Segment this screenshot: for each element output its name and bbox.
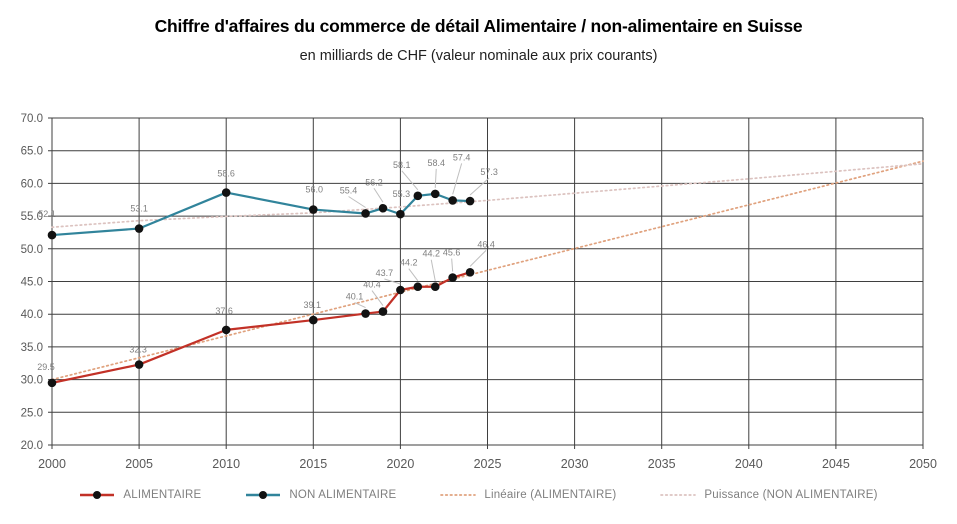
label-leader-line: [384, 278, 401, 285]
x-tick-label: 2030: [561, 457, 589, 471]
data-point-non-alimentaire: [221, 188, 231, 197]
legend-item-alimentaire: ALIMENTAIRE: [79, 489, 201, 501]
data-point-alimentaire: [361, 309, 370, 318]
series-line-alimentaire: [50, 271, 472, 384]
legend-item-puissance-non-alimentaire: Puissance (NON ALIMENTAIRE): [660, 489, 877, 501]
data-point-non-alimentaire: [396, 209, 405, 219]
y-tick-label: 25.0: [21, 407, 43, 419]
data-label: 52.1: [38, 209, 56, 219]
data-label: 32.3: [129, 345, 147, 355]
legend-swatch-non-alimentaire: [246, 491, 281, 499]
label-leader-line: [434, 168, 437, 188]
legend-label-puissance-non-alimentaire: Puissance (NON ALIMENTAIRE): [704, 489, 878, 501]
data-point-non-alimentaire: [448, 196, 457, 205]
trendline-puissance-non-alimentaire: [51, 162, 924, 229]
x-tick-label: 2000: [38, 457, 66, 471]
legend-swatch-lineaire-alimentaire: [440, 494, 477, 496]
label-leader-line: [469, 177, 490, 196]
data-label: 57.4: [453, 152, 471, 162]
data-point-non-alimentaire: [413, 191, 423, 201]
data-point-alimentaire: [430, 282, 440, 292]
data-point-alimentaire: [448, 273, 457, 282]
data-point-non-alimentaire: [378, 203, 388, 213]
x-tick-label: 2025: [474, 457, 502, 471]
label-leader-line: [469, 249, 487, 267]
data-point-alimentaire: [396, 285, 405, 295]
x-tick-label: 2010: [212, 457, 240, 471]
data-point-alimentaire: [47, 378, 57, 388]
legend-label-alimentaire: ALIMENTAIRE: [123, 489, 202, 501]
legend-item-non-alimentaire: NON ALIMENTAIRE: [245, 489, 396, 501]
label-leader-line: [348, 196, 366, 208]
data-point-alimentaire: [309, 315, 318, 325]
data-point-alimentaire: [413, 282, 423, 292]
y-tick-label: 20.0: [21, 440, 43, 452]
data-label: 58.6: [217, 169, 235, 179]
data-label: 43.7: [376, 268, 394, 278]
chart-legend: ALIMENTAIRE NON ALIMENTAIRE Linéaire (ALIM…: [0, 489, 957, 501]
label-leader-line: [451, 258, 454, 272]
data-point-alimentaire: [221, 325, 231, 335]
data-point-non-alimentaire: [134, 224, 144, 233]
x-tick-label: 2050: [909, 457, 937, 471]
label-leader-line: [408, 268, 419, 282]
y-tick-label: 40.0: [21, 309, 43, 321]
y-tick-label: 65.0: [21, 146, 43, 158]
data-point-alimentaire: [378, 307, 388, 316]
data-label: 53.1: [130, 204, 148, 214]
legend-label-non-alimentaire: NON ALIMENTAIRE: [289, 489, 397, 501]
data-point-alimentaire: [134, 360, 144, 369]
data-label: 58.1: [393, 160, 411, 170]
y-tick-label: 60.0: [21, 178, 43, 190]
legend-item-lineaire-alimentaire: Linéaire (ALIMENTAIRE): [440, 489, 616, 501]
y-tick-label: 55.0: [21, 211, 43, 223]
data-label: 39.1: [304, 300, 322, 310]
data-label: 46.4: [477, 239, 495, 249]
x-tick-label: 2005: [125, 457, 153, 471]
data-label: 44.2: [422, 249, 440, 259]
trendline-lineaire-alimentaire: [51, 160, 924, 381]
y-tick-label: 35.0: [21, 342, 43, 354]
data-label: 58.4: [427, 158, 445, 168]
data-label: 44.2: [400, 258, 418, 268]
y-tick-label: 50.0: [21, 244, 43, 256]
data-point-non-alimentaire: [361, 209, 370, 218]
data-point-non-alimentaire: [430, 189, 440, 199]
y-tick-label: 45.0: [21, 277, 43, 289]
data-label: 40.1: [346, 292, 364, 302]
label-leader-line: [371, 290, 384, 306]
data-point-alimentaire: [465, 268, 475, 277]
x-tick-label: 2020: [386, 457, 414, 471]
legend-swatch-puissance-non-alimentaire: [660, 494, 697, 496]
data-label: 55.3: [393, 189, 411, 199]
data-label: 40.4: [363, 280, 381, 290]
legend-label-lineaire-alimentaire: Linéaire (ALIMENTAIRE): [484, 489, 617, 501]
label-leader-line: [373, 187, 384, 203]
y-tick-label: 30.0: [21, 375, 43, 387]
data-point-non-alimentaire: [465, 196, 475, 206]
x-tick-label: 2015: [299, 457, 327, 471]
x-tick-label: 2040: [735, 457, 763, 471]
data-point-non-alimentaire: [47, 230, 57, 240]
x-tick-label: 2035: [648, 457, 676, 471]
legend-swatch-alimentaire: [80, 491, 115, 499]
data-label: 45.6: [443, 248, 461, 258]
data-label: 56.0: [306, 185, 324, 195]
label-leader-line: [401, 170, 419, 191]
data-label: 55.4: [340, 185, 358, 195]
label-leader-line: [452, 163, 463, 195]
chart-title: Chiffre d'affaires du commerce de détail…: [154, 16, 803, 36]
data-label: 57.3: [480, 167, 498, 177]
x-tick-label: 2045: [822, 457, 850, 471]
data-label: 37.6: [215, 306, 233, 316]
label-leader-line: [354, 302, 366, 309]
data-label: 56.2: [365, 177, 383, 187]
data-label: 29.5: [37, 362, 55, 372]
chart-subtitle: en milliards de CHF (valeur nominale aux…: [299, 48, 658, 64]
y-tick-label: 70.0: [21, 113, 43, 125]
data-point-non-alimentaire: [309, 205, 318, 214]
label-leader-line: [430, 259, 436, 281]
chart-plot-area: 70.0 65.0 60.0 55.0 50.0 45.0 40.0 35.0 30.0 25.0…: [21, 113, 937, 471]
